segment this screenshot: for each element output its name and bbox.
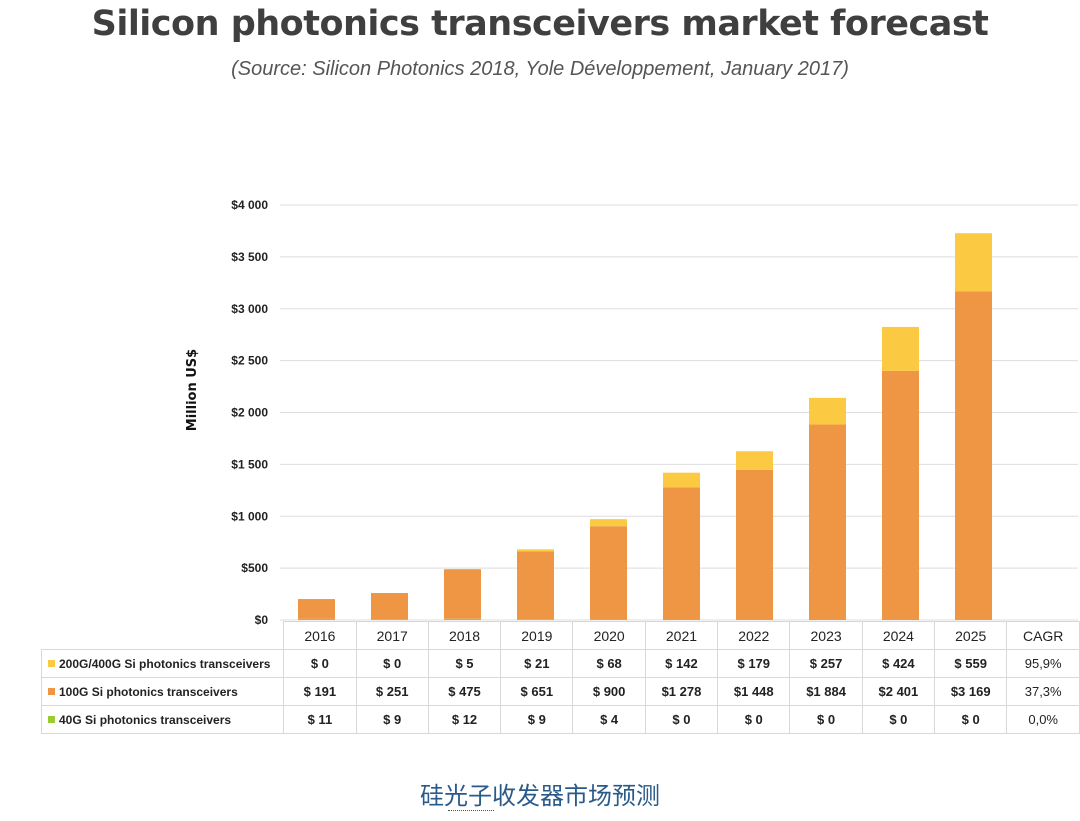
y-tick-label: $1 500 <box>231 457 268 471</box>
table-cell: $ 0 <box>717 705 791 734</box>
table-corner-cell <box>41 621 285 650</box>
bar-40g-2019 <box>517 619 554 620</box>
bar-200g-400g-2023 <box>809 397 846 425</box>
x-tick-label: 2020 <box>572 621 646 650</box>
stacked-bar-chart: $0$500$1 000$1 500$2 000$2 500$3 000$3 5… <box>185 198 1078 627</box>
caption-link[interactable]: 硅光子收发器市场预测 <box>420 782 660 810</box>
bar-100g-2025 <box>955 291 992 620</box>
table-cell: $ 0 <box>644 705 719 734</box>
table-cell: $ 9 <box>500 705 574 734</box>
x-tick-label: 2025 <box>934 621 1008 650</box>
y-tick-label: $3 000 <box>231 302 268 316</box>
table-cell: $ 0 <box>355 649 429 678</box>
bar-100g-2023 <box>809 424 846 620</box>
x-tick-label: 2023 <box>789 621 863 650</box>
bar-40g-2016 <box>298 618 335 620</box>
table-row: 40G Si photonics transceivers $ 11 $ 9 $ 12… <box>40 705 1080 734</box>
bar-200g-400g-2018 <box>444 568 481 570</box>
x-tick-label: 2017 <box>355 621 429 650</box>
y-tick-label: $500 <box>241 561 268 575</box>
table-cell: $ 0 <box>861 705 936 734</box>
table-cell: $ 251 <box>355 677 429 706</box>
table-cell: $ 21 <box>500 649 574 678</box>
table-cell: $ 142 <box>644 649 719 678</box>
table-cell: $ 68 <box>572 649 646 678</box>
table-cell: $ 5 <box>427 649 502 678</box>
bar-40g-2018 <box>444 618 481 620</box>
y-axis-ticks: $0$500$1 000$1 500$2 000$2 500$3 000$3 5… <box>231 198 268 627</box>
data-table: 2016 2017 2018 2019 2020 2021 2022 2023 2024 2025… <box>40 621 1080 734</box>
y-tick-label: $3 500 <box>231 250 268 264</box>
table-header-row: 2016 2017 2018 2019 2020 2021 2022 2023 2024 2025… <box>41 621 1080 650</box>
bar-200g-400g-2019 <box>517 549 554 552</box>
table-cell: $1 278 <box>644 677 719 706</box>
table-cell: $ 11 <box>283 705 357 734</box>
legend-swatch <box>48 659 55 667</box>
legend-row-label: 40G Si photonics transceivers <box>40 705 285 734</box>
table-cell: $ 12 <box>427 705 502 734</box>
bar-100g-2019 <box>517 551 554 620</box>
bar-100g-2016 <box>298 599 335 619</box>
table-cell: $ 475 <box>427 677 502 706</box>
table-cell: $3 169 <box>934 677 1008 706</box>
bar-200g-400g-2025 <box>955 233 992 292</box>
chart-title: Silicon photonics transceivers market fo… <box>91 4 989 44</box>
table-cell: $ 0 <box>934 705 1008 734</box>
x-tick-label: 2021 <box>644 621 719 650</box>
caption-underline <box>448 810 494 811</box>
bar-200g-400g-2022 <box>736 451 773 470</box>
table-row: 100G Si photonics transceivers $ 191 $ 251… <box>40 677 1080 706</box>
table-cell: $ 0 <box>283 649 357 678</box>
bars <box>298 233 992 620</box>
table-cell: $ 4 <box>572 705 646 734</box>
legend-swatch <box>48 687 55 695</box>
x-tick-label: 2022 <box>717 621 791 650</box>
bar-100g-2017 <box>371 593 408 620</box>
table-cell: $ 651 <box>500 677 574 706</box>
cagr-cell: 0,0% <box>1006 705 1080 734</box>
table-cell: $ 9 <box>355 705 429 734</box>
bar-200g-400g-2020 <box>590 519 627 527</box>
x-tick-label: 2024 <box>861 621 936 650</box>
bar-100g-2022 <box>736 469 773 620</box>
table-cell: $ 559 <box>934 649 1008 678</box>
bar-100g-2024 <box>882 370 919 620</box>
bar-100g-2018 <box>444 569 481 619</box>
bar-200g-400g-2021 <box>663 472 700 488</box>
legend-swatch <box>48 715 55 723</box>
bar-100g-2020 <box>590 526 627 620</box>
y-tick-label: $2 000 <box>231 406 268 420</box>
bar-40g-2017 <box>371 619 408 620</box>
table-cell: $ 257 <box>789 649 863 678</box>
x-tick-label: 2016 <box>283 621 357 650</box>
table-cell: $ 424 <box>861 649 936 678</box>
bar-100g-2021 <box>663 487 700 620</box>
legend-entry: 200G/400G Si photonics transceivers <box>59 656 271 671</box>
table-cell: $2 401 <box>861 677 936 706</box>
x-tick-label: 2018 <box>427 621 502 650</box>
table-cell: $ 191 <box>283 677 357 706</box>
legend-row-label: 200G/400G Si photonics transceivers <box>40 649 285 678</box>
table-row: 200G/400G Si photonics transceivers $ 0 $ … <box>40 649 1080 678</box>
table-cell: $ 900 <box>572 677 646 706</box>
bar-200g-400g-2024 <box>882 326 919 371</box>
chart-subtitle: (Source: Silicon Photonics 2018, Yole Dé… <box>231 58 849 80</box>
table-cell: $ 0 <box>789 705 863 734</box>
legend-row-label: 100G Si photonics transceivers <box>40 677 285 706</box>
table-cell: $1 448 <box>717 677 791 706</box>
cagr-header: CAGR <box>1006 621 1080 650</box>
cagr-cell: 95,9% <box>1006 649 1080 678</box>
table-cell: $ 179 <box>717 649 791 678</box>
table-cell: $1 884 <box>789 677 863 706</box>
y-axis-label: Million US$ <box>185 349 200 431</box>
cagr-cell: 37,3% <box>1006 677 1080 706</box>
legend-entry: 100G Si photonics transceivers <box>59 684 238 699</box>
x-tick-label: 2019 <box>500 621 574 650</box>
y-tick-label: $4 000 <box>231 198 268 212</box>
y-tick-label: $2 500 <box>231 354 268 368</box>
legend-entry: 40G Si photonics transceivers <box>59 712 232 727</box>
y-tick-label: $1 000 <box>231 509 268 523</box>
